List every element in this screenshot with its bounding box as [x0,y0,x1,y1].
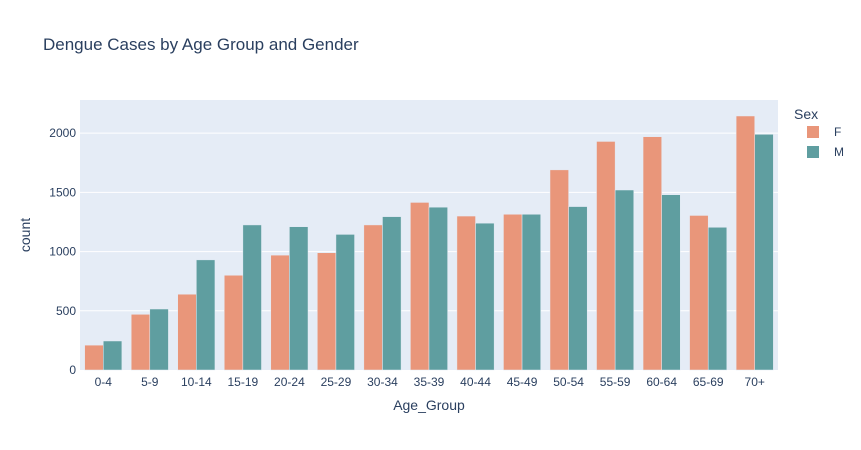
y-tick-label: 500 [56,304,76,318]
bar-M-25-29[interactable] [335,234,355,371]
bar-F-30-34[interactable] [363,224,383,371]
y-tick-label: 2000 [49,126,76,140]
bar-F-25-29[interactable] [317,252,337,371]
bar-F-5-9[interactable] [130,314,151,371]
y-tick-label: 1000 [49,245,76,259]
y-axis-ticks: 0 500 1000 1500 2000 [49,126,76,377]
x-tick-label: 15-19 [228,375,259,389]
bar-M-0-4[interactable] [103,340,123,371]
bar-M-35-39[interactable] [428,206,448,371]
x-tick-label: 35-39 [414,375,445,389]
x-tick-label: 55-59 [600,375,631,389]
bar-M-5-9[interactable] [149,308,169,371]
x-axis-ticks: 0-4 5-9 10-14 15-19 20-24 25-29 30-34 35-39 40-4… [95,375,765,389]
bar-M-65-69[interactable] [707,227,728,371]
x-tick-label: 50-54 [553,375,584,389]
bar-F-65-69[interactable] [689,215,709,371]
bar-F-10-14[interactable] [177,293,197,371]
bar-F-35-39[interactable] [410,202,430,371]
legend: Sex FM [794,106,844,159]
bar-M-50-54[interactable] [568,206,588,371]
x-tick-label: 70+ [745,375,765,389]
x-tick-label: 30-34 [367,375,398,389]
x-tick-label: 0-4 [95,375,113,389]
bar-F-45-49[interactable] [503,214,523,371]
x-axis-title: Age_Group [393,397,465,413]
x-tick-label: 25-29 [321,375,352,389]
x-tick-label: 10-14 [181,375,212,389]
bar-M-45-49[interactable] [521,214,541,371]
bar-F-40-44[interactable] [456,215,476,371]
bar-M-70+[interactable] [754,134,774,371]
bar-M-30-34[interactable] [382,216,402,371]
x-tick-label: 5-9 [141,375,159,389]
bar-F-0-4[interactable] [84,344,104,371]
legend-label-M[interactable]: M [834,145,844,159]
bar-F-55-59[interactable] [596,141,616,371]
y-axis-title: count [17,218,33,252]
bar-M-40-44[interactable] [475,222,495,371]
bar-F-60-64[interactable] [642,136,662,371]
x-tick-label: 40-44 [460,375,491,389]
bar-M-20-24[interactable] [289,226,309,371]
bar-M-60-64[interactable] [661,194,681,371]
x-tick-label: 20-24 [274,375,305,389]
y-tick-label: 1500 [49,185,76,199]
legend-swatch-M[interactable] [807,146,819,158]
legend-swatch-F[interactable] [807,126,819,138]
legend-label-F[interactable]: F [834,125,841,139]
x-tick-label: 45-49 [507,375,538,389]
bar-M-55-59[interactable] [614,189,634,371]
bar-M-10-14[interactable] [196,259,216,371]
bar-F-15-19[interactable] [224,275,244,371]
bar-F-50-54[interactable] [549,169,569,371]
legend-title: Sex [794,106,818,122]
bar-F-20-24[interactable] [270,254,290,371]
x-tick-label: 65-69 [693,375,724,389]
bars [84,115,774,371]
chart-title: Dengue Cases by Age Group and Gender [43,35,359,54]
y-tick-label: 0 [69,363,76,377]
x-tick-label: 60-64 [646,375,677,389]
bar-M-15-19[interactable] [242,224,262,371]
bar-F-70+[interactable] [735,115,755,371]
